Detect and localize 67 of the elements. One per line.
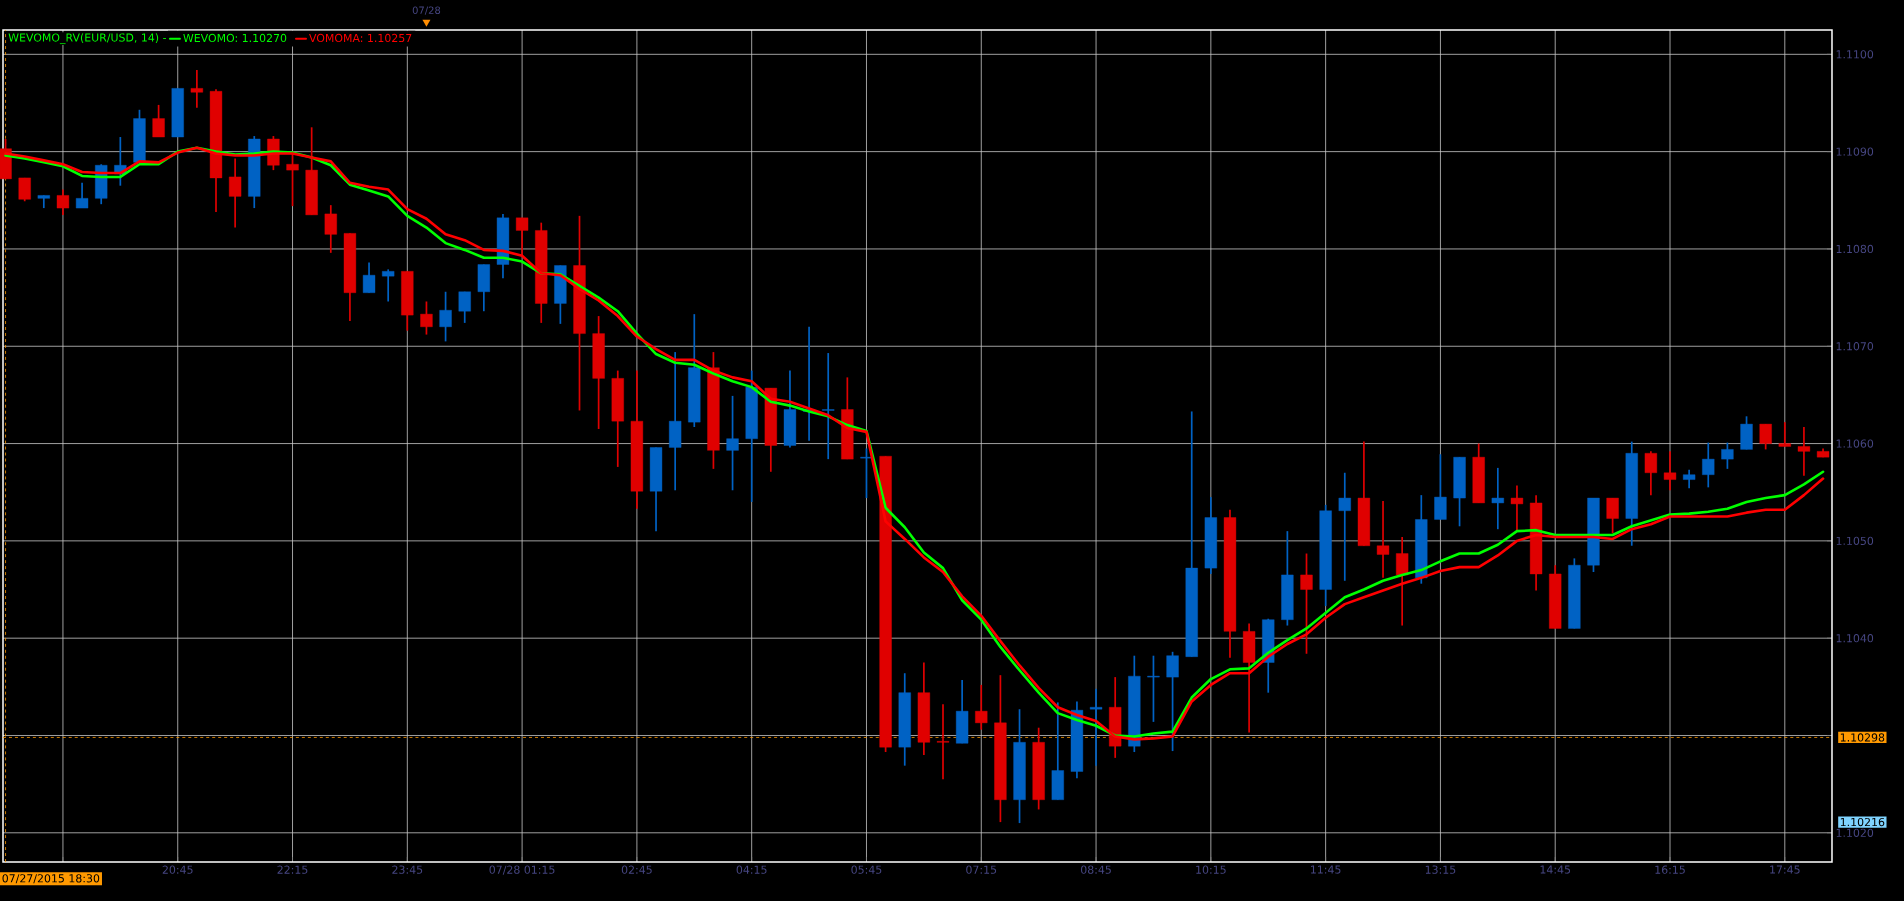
x-tick-label: 07/28 01:15 bbox=[489, 865, 555, 875]
x-tick-label: 20:45 bbox=[162, 865, 193, 874]
ref-line-label: 1.10298 bbox=[1840, 733, 1885, 742]
x-tick-label: 17:45 bbox=[1770, 865, 1800, 874]
candlestick bbox=[18, 177, 31, 203]
candlestick bbox=[75, 181, 89, 209]
candlestick bbox=[1166, 650, 1179, 752]
x-tick-label: 05:45 bbox=[851, 865, 882, 874]
x-tick-label: 08:45 bbox=[1080, 865, 1111, 874]
x-tick-label: 11:45 bbox=[1311, 865, 1341, 874]
candlestick bbox=[420, 300, 433, 336]
text: 1.10216 bbox=[1840, 817, 1885, 827]
candlestick bbox=[936, 703, 950, 781]
candlestick bbox=[515, 216, 529, 257]
candlestick bbox=[860, 447, 873, 499]
y-tick-label: 1.1040 bbox=[1836, 634, 1874, 643]
candlestick bbox=[362, 261, 376, 294]
candlestick bbox=[975, 684, 988, 731]
y-tick-label: 1.1060 bbox=[1836, 439, 1874, 448]
candlestick bbox=[1510, 484, 1524, 532]
x-tick-label: 14:45 bbox=[1540, 865, 1571, 874]
candlestick bbox=[1797, 426, 1811, 477]
candlestick bbox=[726, 395, 739, 492]
legend-label: WEVOMO: 1.10270 bbox=[183, 33, 287, 43]
legend-label: VOMOMA: 1.10257 bbox=[309, 33, 412, 43]
candlestick bbox=[1702, 441, 1715, 489]
candlestick bbox=[1721, 441, 1734, 470]
candlestick bbox=[1147, 654, 1160, 723]
x-tick-label: 02:45 bbox=[621, 865, 652, 874]
candlestick bbox=[1644, 450, 1657, 496]
candlestick bbox=[1778, 421, 1791, 448]
candlestick bbox=[458, 290, 471, 324]
candlestick bbox=[1491, 467, 1504, 531]
candlestick bbox=[382, 268, 395, 303]
candlestick bbox=[1396, 536, 1409, 627]
x-tick-label: 16:15 bbox=[1655, 865, 1685, 874]
candlestick bbox=[190, 69, 203, 109]
candlestick bbox=[1089, 687, 1103, 767]
candlestick bbox=[152, 104, 165, 138]
candlestick bbox=[1606, 497, 1619, 534]
y-tick-label: 1.1070 bbox=[1836, 342, 1874, 351]
x-tick-label: 07:15 bbox=[966, 865, 997, 874]
x-tick-label: 04:15 bbox=[736, 865, 767, 874]
candlestick bbox=[1683, 468, 1696, 490]
chart-title: WEVOMO_RV(EUR/USD, 14) - bbox=[8, 33, 166, 45]
candlestick bbox=[1434, 453, 1447, 521]
x-tick-label: 23:45 bbox=[392, 865, 423, 874]
y-tick-label: 1.1050 bbox=[1836, 536, 1874, 546]
candlestick bbox=[1300, 552, 1313, 655]
candlestick bbox=[1759, 423, 1772, 451]
ref-line-label: 07/27/2015 18:30 bbox=[2, 874, 100, 884]
candlestick bbox=[822, 352, 835, 460]
y-tick-label: 1.1100 bbox=[1836, 50, 1874, 59]
candlestick bbox=[56, 188, 70, 216]
text: 07/28 bbox=[412, 6, 441, 15]
x-tick-label: 10:15 bbox=[1196, 865, 1226, 874]
candlestick bbox=[1338, 471, 1351, 582]
x-tick-label: 22:15 bbox=[277, 865, 308, 874]
candlestick bbox=[324, 204, 337, 254]
candlestick bbox=[229, 157, 242, 229]
x-tick-label: 13:15 bbox=[1425, 865, 1456, 874]
candlestick bbox=[439, 290, 452, 343]
candlestick bbox=[1376, 500, 1390, 579]
y-tick-label: 1.1020 bbox=[1836, 828, 1874, 837]
y-tick-label: 1.1090 bbox=[1836, 147, 1874, 156]
candlestick bbox=[1663, 450, 1677, 492]
y-tick-label: 1.1080 bbox=[1836, 244, 1874, 254]
